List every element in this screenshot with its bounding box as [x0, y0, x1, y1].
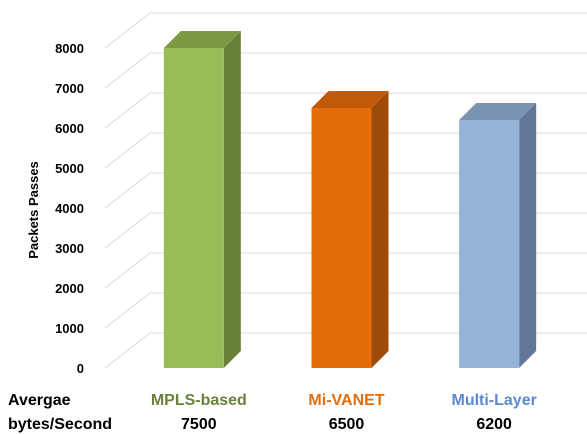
y-tick-label: 4000 [55, 201, 84, 216]
bar [311, 91, 389, 368]
gridlines [104, 12, 587, 369]
category-label: Mi-VANET [308, 392, 384, 409]
table-row-label-avergae: Avergae [8, 392, 71, 409]
table-value-label: 6500 [329, 416, 365, 433]
y-tick-label: 6000 [55, 121, 84, 136]
bar-top-face [459, 103, 537, 120]
bar-top-face [311, 91, 389, 108]
bar-front-face [163, 48, 224, 368]
y-axis-ticks: 0 1000 2000 3000 4000 5000 6000 7000 8000 [55, 41, 84, 376]
y-tick-label: 5000 [55, 161, 84, 176]
bar [163, 31, 241, 368]
gridline [104, 292, 587, 329]
gridline [104, 132, 587, 169]
category-label: MPLS-based [151, 392, 247, 409]
y-tick-label: 7000 [55, 81, 84, 96]
bar-front-face [311, 108, 372, 368]
y-tick-label: 1000 [55, 321, 84, 336]
bar-side-face [223, 31, 241, 368]
bars [163, 31, 537, 368]
y-tick-label: 8000 [55, 41, 84, 56]
gridline [104, 92, 587, 129]
gridline [104, 212, 587, 249]
bar-top-face [163, 31, 241, 48]
gridline [104, 332, 587, 369]
bar-side-face [371, 91, 389, 368]
gridline [104, 252, 587, 289]
gridline [104, 12, 587, 49]
y-tick-label: 0 [77, 361, 84, 376]
category-label: Multi-Layer [451, 392, 536, 409]
category-labels: MPLS-based 7500 Mi-VANET 6500 Multi-Layer 620… [151, 392, 537, 433]
bar-front-face [459, 120, 520, 368]
gridline [104, 52, 587, 89]
table-row-label-bytes-per-second: bytes/Second [8, 416, 112, 433]
y-tick-label: 2000 [55, 281, 84, 296]
y-axis-label: Packets Passes [26, 161, 41, 259]
table-value-label: 6200 [476, 416, 512, 433]
y-tick-label: 3000 [55, 241, 84, 256]
table-value-label: 7500 [181, 416, 217, 433]
bar-side-face [519, 103, 537, 368]
bar [459, 103, 537, 368]
gridline [104, 172, 587, 209]
